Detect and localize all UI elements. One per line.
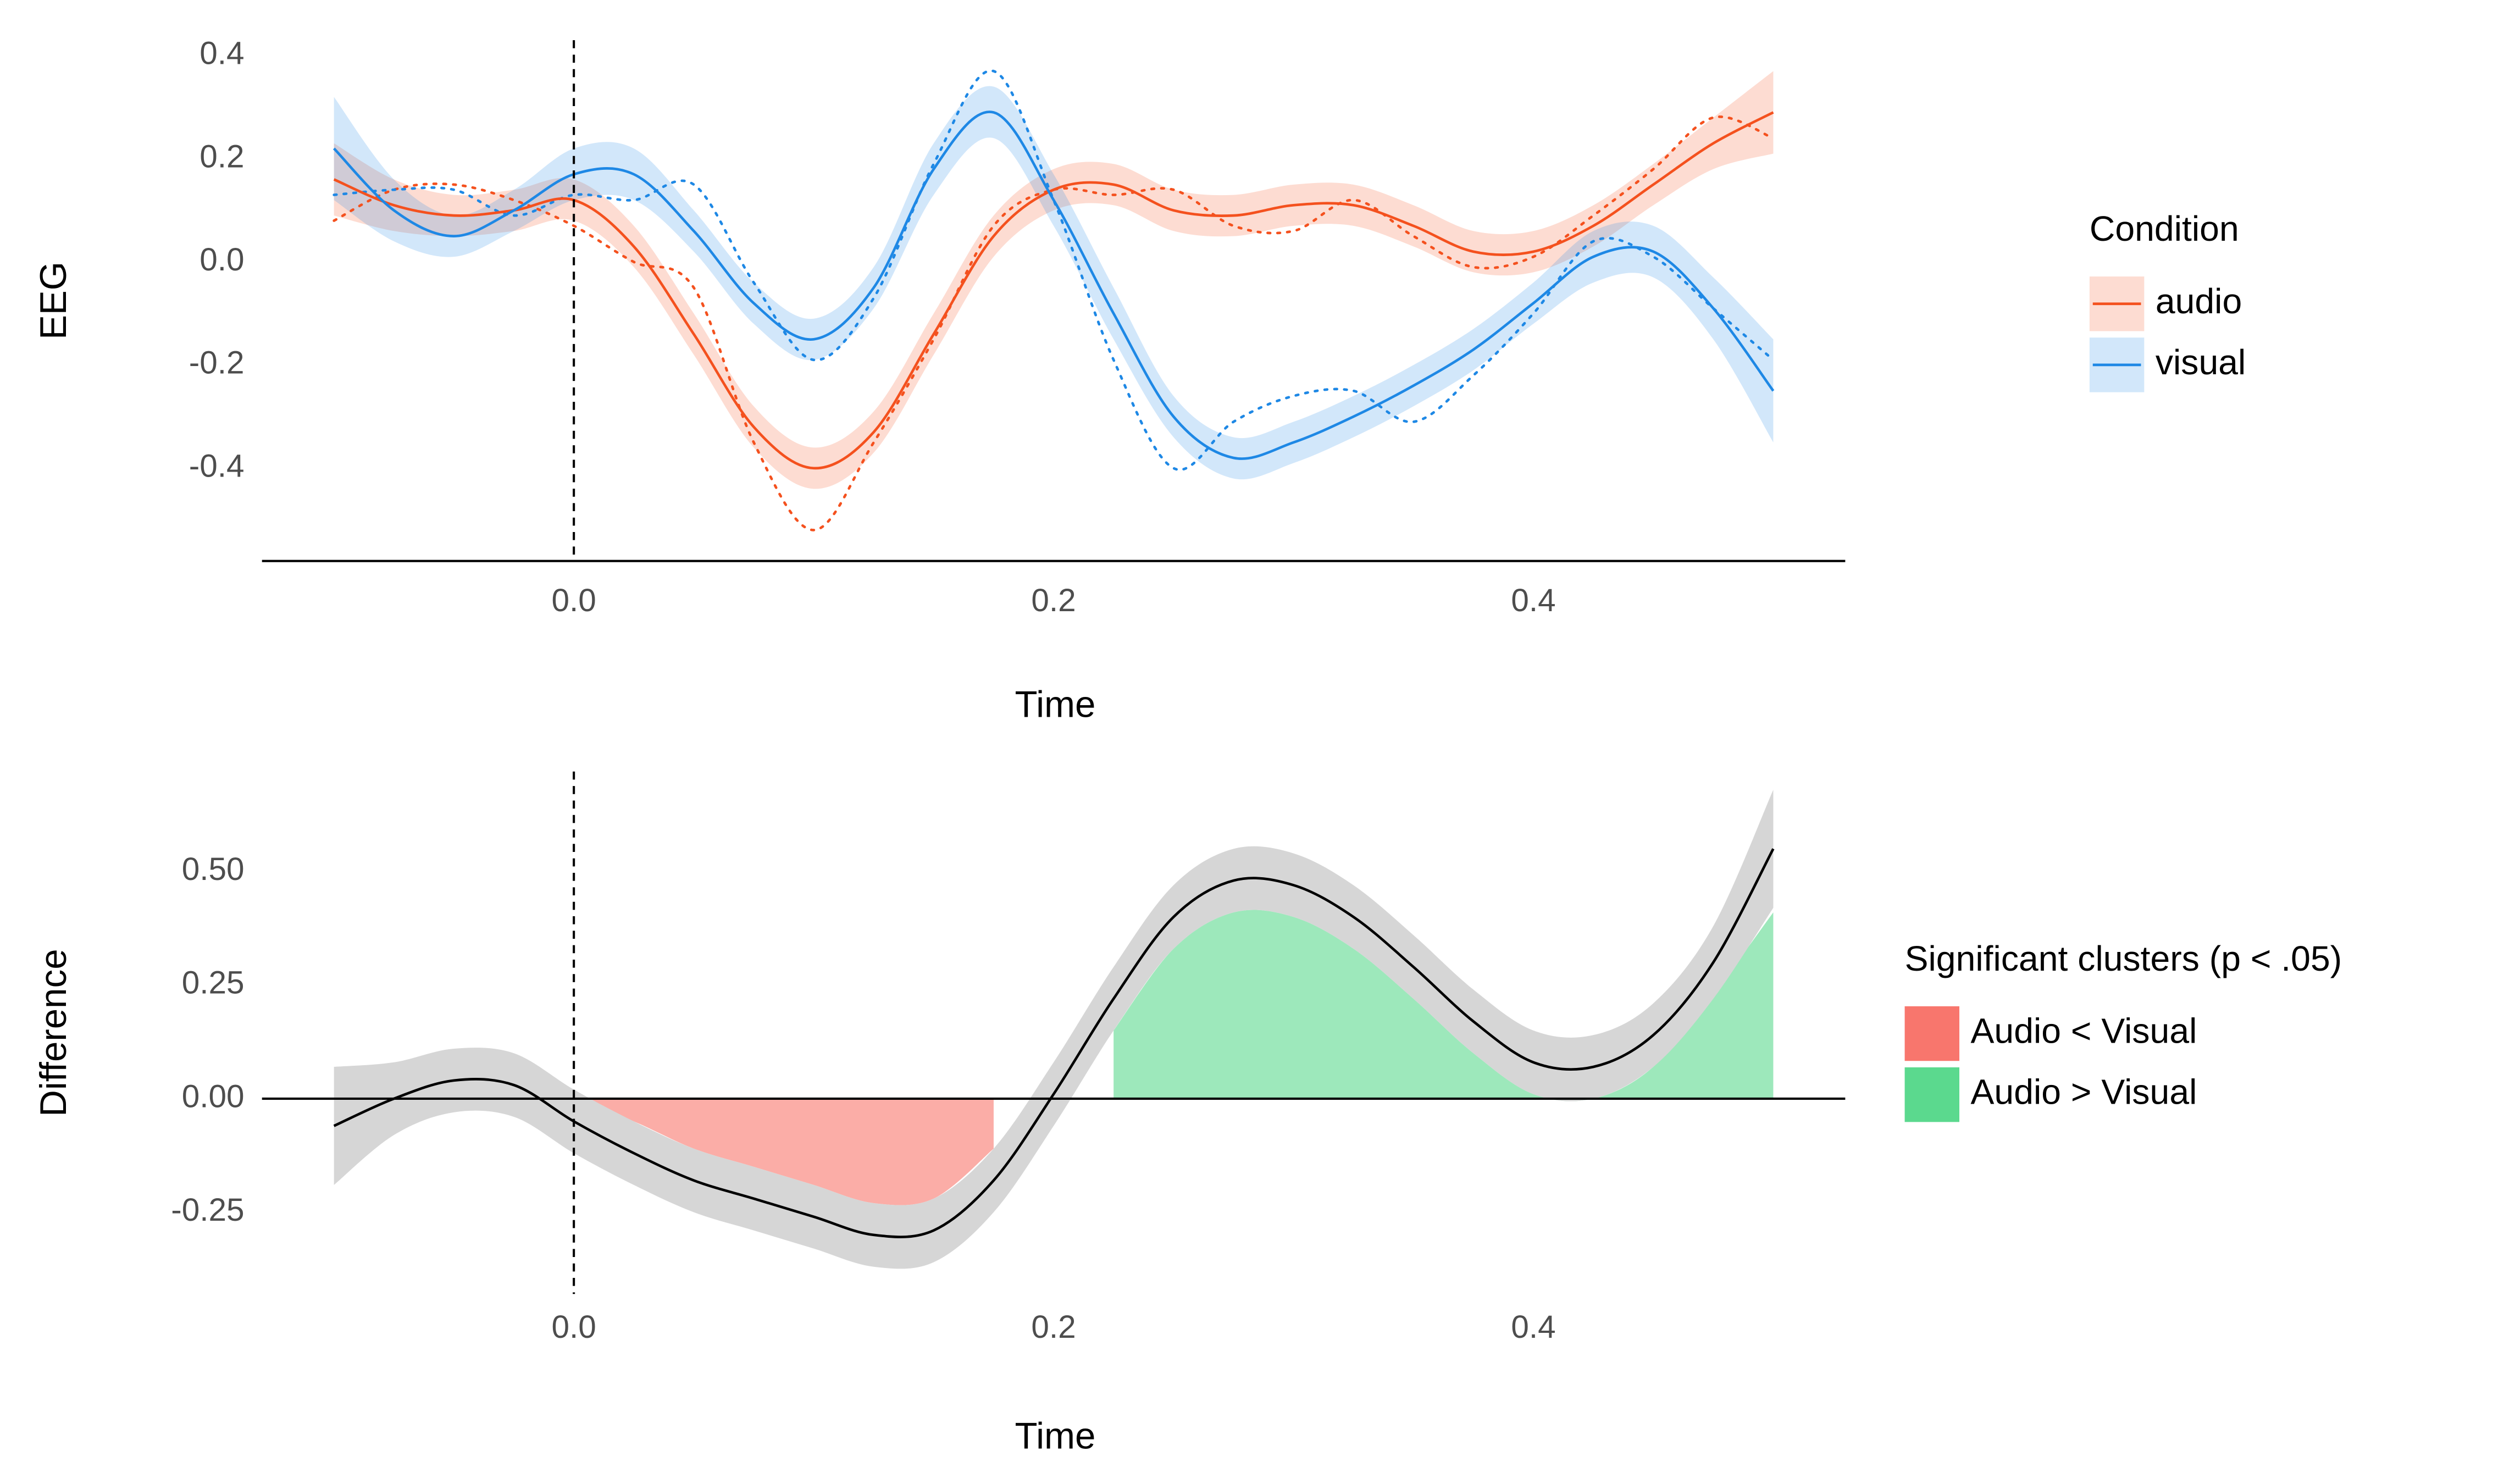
panel: 0.50 0.25 0.00 -0.25 0.0 0.2 0.4 Time Difference…	[33, 771, 2342, 1457]
y-tick-label: 0.25	[182, 965, 245, 1001]
y-tick-label: 0.00	[182, 1078, 245, 1114]
confidence-ribbon	[334, 789, 1774, 1269]
legend-label: visual	[2156, 342, 2246, 382]
difference-line	[333, 848, 1775, 1238]
confidence-ribbon	[334, 86, 1774, 480]
legend-key	[1904, 1006, 1960, 1061]
smooth-line	[333, 111, 1774, 470]
y-axis-title: EEG	[33, 262, 74, 340]
legend-title: Significant clusters (p < .05)	[1905, 939, 2342, 978]
y-tick-label: 0.2	[200, 139, 244, 174]
y-tick-label: -0.25	[171, 1192, 244, 1228]
y-tick-label: 0.0	[200, 242, 244, 278]
y-tick-label: 0.4	[200, 36, 244, 71]
x-tick-label: 0.4	[1511, 583, 1555, 618]
x-tick-label: 0.4	[1511, 1309, 1555, 1345]
x-tick-label: 0.2	[1031, 583, 1076, 618]
y-tick-label: -0.2	[189, 345, 245, 381]
panel: 0.4 0.2 0.0 -0.2 -0.4 0.0 0.2 0.4 Time EEG Conditi…	[33, 36, 2246, 726]
x-axis-title: Time	[1015, 1415, 1096, 1457]
legend-label: Audio < Visual	[1971, 1011, 2197, 1051]
legend-label: audio	[2156, 281, 2242, 321]
legend-title: Condition	[2090, 209, 2239, 248]
cluster-area	[1113, 910, 1774, 1101]
y-tick-label: -0.4	[189, 448, 245, 484]
x-tick-label: 0.2	[1031, 1309, 1076, 1345]
y-axis-title: Difference	[33, 949, 74, 1116]
y-tick-label: 0.50	[182, 851, 245, 887]
x-axis-title: Time	[1015, 684, 1096, 726]
x-tick-label: 0.0	[551, 583, 596, 618]
smooth-line	[333, 110, 1775, 460]
legend-key	[1904, 1067, 1960, 1122]
x-tick-label: 0.0	[551, 1309, 596, 1345]
cluster-area	[574, 1098, 994, 1205]
legend-label: Audio > Visual	[1971, 1072, 2197, 1112]
